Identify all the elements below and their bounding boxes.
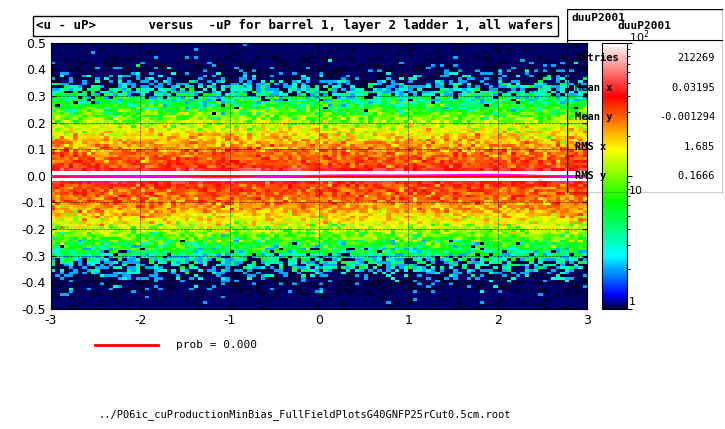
Text: RMS x: RMS x — [575, 142, 606, 152]
Text: duuP2001: duuP2001 — [618, 21, 672, 31]
Text: 10: 10 — [629, 186, 643, 196]
Text: -0.001294: -0.001294 — [659, 112, 715, 122]
Text: Mean y: Mean y — [575, 112, 612, 122]
Text: Mean x: Mean x — [575, 83, 612, 93]
Text: 1: 1 — [629, 297, 637, 308]
Text: 1.685: 1.685 — [684, 142, 715, 152]
Text: 0.1666: 0.1666 — [678, 172, 715, 181]
Text: Entries: Entries — [575, 53, 618, 63]
Text: 0.03195: 0.03195 — [671, 83, 715, 93]
Text: RMS y: RMS y — [575, 172, 606, 181]
Text: 212269: 212269 — [678, 53, 715, 63]
Text: <u - uP>       versus  -uP for barrel 1, layer 2 ladder 1, all wafers: <u - uP> versus -uP for barrel 1, layer … — [36, 19, 554, 32]
Text: $10^2$: $10^2$ — [629, 28, 650, 45]
Text: duuP2001: duuP2001 — [572, 13, 626, 23]
Text: prob = 0.000: prob = 0.000 — [176, 340, 257, 350]
Text: ../P06ic_cuProductionMinBias_FullFieldPlotsG40GNFP25rCut0.5cm.root: ../P06ic_cuProductionMinBias_FullFieldPl… — [99, 410, 510, 420]
